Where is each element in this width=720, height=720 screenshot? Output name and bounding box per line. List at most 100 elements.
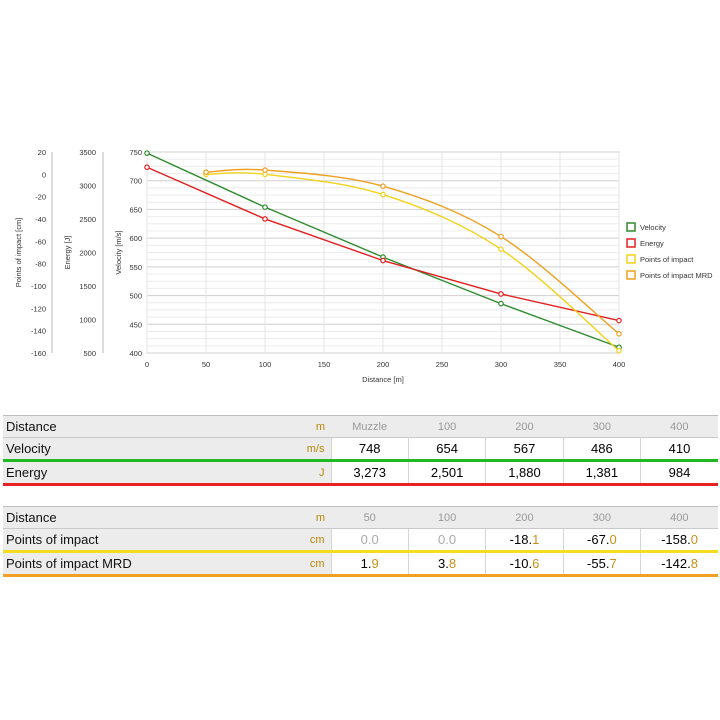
distance-header-cell: 200: [485, 506, 564, 529]
distance-header-cell: 200: [485, 415, 564, 438]
value-decimal-part: 6: [532, 556, 540, 571]
velocity-tick-label: 450: [129, 320, 142, 329]
velocity-tick-label: 700: [129, 177, 142, 186]
table-row: Velocity m/s 748 654 567 486 410: [3, 437, 718, 462]
poi-tick-label: -120: [31, 304, 46, 313]
data-point-energy: [144, 164, 150, 171]
value-integer-part: -18.: [509, 532, 533, 547]
row-label: Points of impact: [3, 528, 303, 553]
data-point-points-of-impact-mrd: [616, 330, 622, 337]
value-decimal-part: 1: [532, 532, 540, 547]
data-point-energy: [380, 257, 386, 264]
table-row: Points of impact cm 0.0 0.0 -18.1 -67.0 -158.0: [3, 528, 718, 553]
value-cell: -142.8: [640, 551, 718, 577]
unit-label: J: [303, 460, 331, 486]
x-tick-label: 150: [318, 360, 331, 369]
value-cell: 3.8: [407, 551, 486, 577]
value-integer-part: -55.: [587, 556, 610, 571]
energy-tick-label: 3500: [79, 148, 96, 157]
poi-tick-label: 0: [42, 170, 46, 179]
data-point-velocity: [144, 150, 150, 156]
value-cell: -67.0: [562, 528, 641, 553]
velocity-tick-label: 500: [129, 292, 142, 301]
value-cell: 3,273: [330, 460, 409, 486]
data-point-energy: [262, 216, 268, 222]
data-point-points-of-impact-mrd: [203, 169, 209, 176]
value-cell: 748: [330, 437, 409, 462]
distance-header-cell: 300: [563, 506, 641, 529]
data-point-points-of-impact-mrd: [380, 183, 386, 189]
value-cell: 2,501: [407, 460, 486, 486]
distance-header-cell: 300: [563, 415, 641, 438]
value-integer-part: -67.: [587, 532, 610, 547]
value-cell: 410: [640, 437, 718, 462]
unit-label: cm: [303, 528, 331, 553]
velocity-tick-label: 750: [129, 148, 142, 157]
value-integer-part: -142.: [661, 556, 691, 571]
energy-tick-label: 2000: [79, 249, 96, 258]
data-point-points-of-impact: [616, 347, 622, 354]
x-tick-label: 400: [613, 360, 626, 369]
data-point-energy: [498, 291, 504, 297]
table-header-row: Distance m 50 100 200 300 400: [3, 506, 718, 529]
data-point-points-of-impact: [498, 246, 504, 252]
distance-header-cell: 100: [408, 415, 486, 438]
value-cell: 654: [407, 437, 486, 462]
value-cell: 567: [485, 437, 564, 462]
row-label: Distance: [3, 506, 303, 529]
x-tick-label: 350: [554, 360, 567, 369]
x-tick-label: 100: [259, 360, 272, 369]
x-tick-label: 50: [202, 360, 210, 369]
value-decimal-part: 0: [609, 532, 617, 547]
value-cell: -158.0: [640, 528, 718, 553]
legend-label-velocity: Velocity: [640, 223, 666, 232]
energy-tick-label: 2500: [79, 215, 96, 224]
energy-tick-label: 500: [83, 349, 96, 358]
poi-tick-label: -140: [31, 327, 46, 336]
value-integer-part: 3.: [438, 556, 449, 571]
x-tick-label: 0: [145, 360, 149, 369]
row-label: Points of impact MRD: [3, 551, 303, 577]
distance-header-cell: 100: [408, 506, 486, 529]
value-cell: 984: [640, 460, 718, 486]
x-axis-title: Distance [m]: [362, 375, 404, 384]
series-line-points-of-impact: [205, 172, 620, 352]
poi-tick-label: -80: [35, 260, 46, 269]
data-point-points-of-impact-mrd: [498, 233, 504, 240]
value-cell: 0.0: [330, 528, 409, 553]
velocity-energy-table: Distance m Muzzle 100 200 300 400 Velocity m/s 74…: [3, 415, 718, 486]
legend-label-energy: Energy: [640, 239, 664, 248]
distance-header-cell: 400: [640, 415, 718, 438]
unit-label: m: [303, 506, 331, 529]
row-label: Velocity: [3, 437, 303, 462]
velocity-tick-label: 650: [129, 205, 142, 214]
value-cell: 1,880: [485, 460, 564, 486]
chart-series: [144, 150, 622, 354]
value-cell: -18.1: [485, 528, 564, 553]
data-point-velocity: [498, 300, 504, 307]
value-decimal-part: 8: [448, 556, 457, 571]
legend-swatch-points-of-impact-mrd: [626, 270, 636, 280]
energy-tick-label: 1000: [79, 316, 96, 325]
velocity-axis-title: Velocity [m/s]: [114, 230, 123, 274]
chart-legend: Velocity Energy Points of impact Points of …: [626, 222, 713, 280]
series-line-points-of-impact-mrd: [205, 168, 620, 335]
distance-header-cell: 400: [640, 506, 718, 529]
distance-header-cell: 50: [331, 506, 409, 529]
data-point-energy: [616, 317, 622, 324]
x-tick-label: 300: [495, 360, 508, 369]
unit-label: m: [303, 415, 331, 438]
value-decimal-part: 9: [371, 556, 379, 571]
table-row: Points of impact MRD cm 1.9 3.8 -10.6 -55.7 -1…: [3, 551, 718, 577]
value-integer-part: 0.0: [438, 532, 457, 547]
value-integer-part: 0.0: [360, 532, 379, 547]
value-cell: 486: [562, 437, 641, 462]
value-decimal-part: 0: [690, 532, 698, 547]
value-integer-part: 1.: [360, 556, 372, 571]
velocity-tick-label: 400: [129, 349, 142, 358]
data-point-points-of-impact-mrd: [262, 167, 268, 173]
unit-label: cm: [303, 551, 331, 577]
data-point-points-of-impact: [380, 191, 386, 198]
